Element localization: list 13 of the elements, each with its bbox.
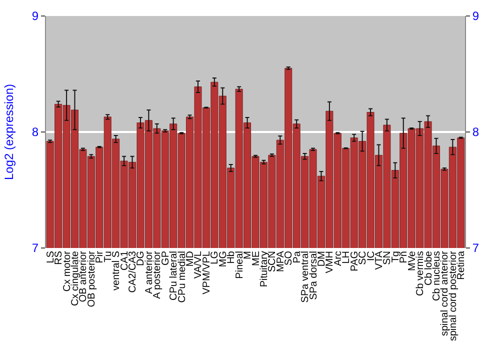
x-tick-label: RS <box>54 250 65 265</box>
x-tick-label: Tg <box>390 251 402 263</box>
x-tick-label: A posterior <box>152 250 164 299</box>
y-axis-title: Log2 (expression) <box>2 84 16 180</box>
y-tick-label: 8 <box>32 125 39 140</box>
y2-tick-label: 7 <box>472 241 480 256</box>
y-tick-label: 7 <box>32 241 39 256</box>
y2-tick-label: 8 <box>472 125 480 140</box>
x-tick-label: OB posterior <box>86 250 98 308</box>
y-tick-label: 9 <box>32 9 39 24</box>
y2-tick-label: 9 <box>472 9 480 24</box>
x-tick-label: Retina <box>456 250 468 280</box>
x-tick-label: spinal cord posterior <box>448 250 459 342</box>
